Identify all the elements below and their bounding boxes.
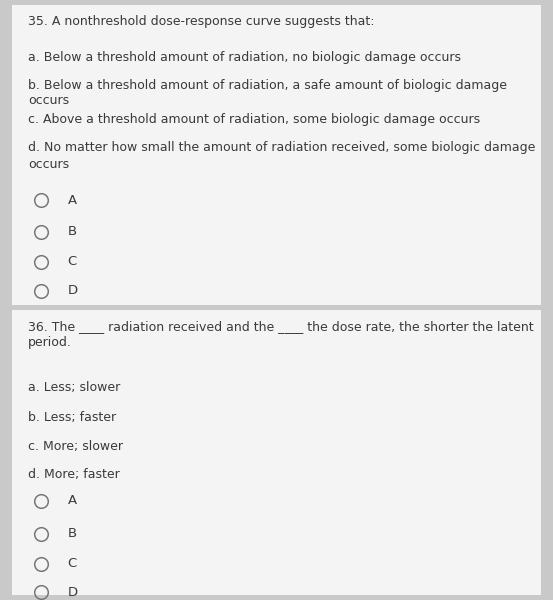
Text: 36. The ____ radiation received and the ____ the dose rate, the shorter the late: 36. The ____ radiation received and the …	[28, 320, 534, 349]
Text: D: D	[67, 284, 77, 297]
Text: c. More; slower: c. More; slower	[28, 440, 123, 452]
Text: C: C	[67, 255, 77, 268]
Text: b. Less; faster: b. Less; faster	[28, 411, 116, 424]
Text: A: A	[67, 193, 77, 206]
Text: C: C	[67, 557, 77, 570]
Text: a. Below a threshold amount of radiation, no biologic damage occurs: a. Below a threshold amount of radiation…	[28, 52, 461, 64]
Text: c. Above a threshold amount of radiation, some biologic damage occurs: c. Above a threshold amount of radiation…	[28, 113, 480, 126]
Text: 35. A nonthreshold dose-response curve suggests that:: 35. A nonthreshold dose-response curve s…	[28, 16, 374, 28]
Text: a. Less; slower: a. Less; slower	[28, 381, 120, 394]
Text: d. More; faster: d. More; faster	[28, 468, 119, 481]
Text: b. Below a threshold amount of radiation, a safe amount of biologic damage
occur: b. Below a threshold amount of radiation…	[28, 79, 507, 107]
Text: B: B	[67, 527, 77, 540]
Text: D: D	[67, 586, 77, 599]
Text: A: A	[67, 494, 77, 508]
Text: d. No matter how small the amount of radiation received, some biologic damage
oc: d. No matter how small the amount of rad…	[28, 142, 535, 170]
Text: B: B	[67, 225, 77, 238]
